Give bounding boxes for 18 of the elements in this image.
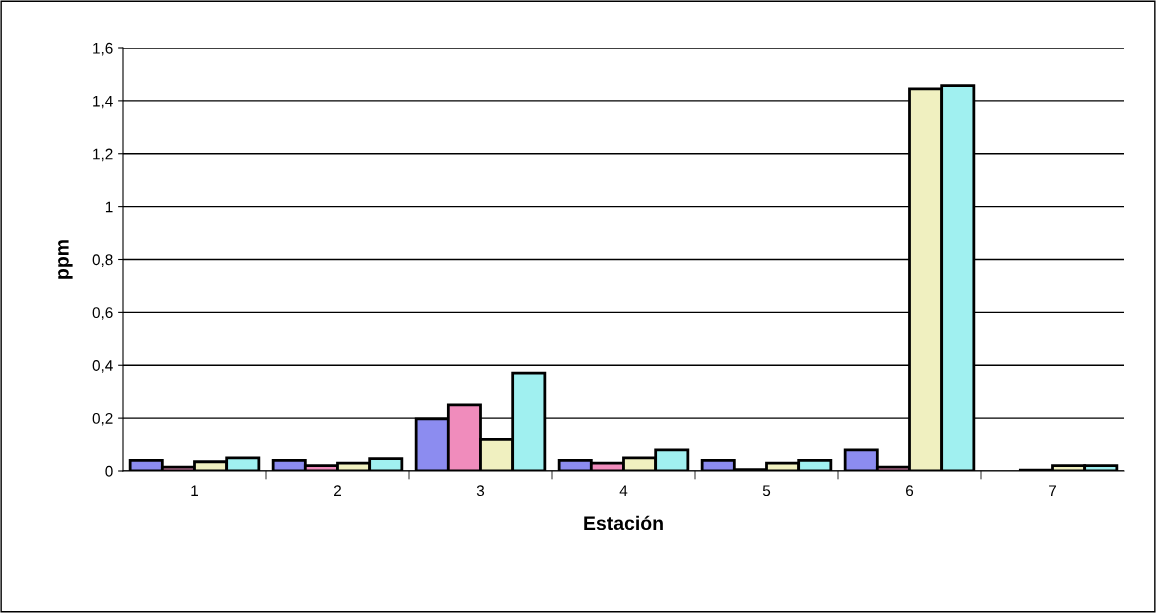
y-tick-label: 0,2 <box>92 412 113 426</box>
x-tick-label: 7 <box>1049 485 1056 496</box>
y-tick-label: 0 <box>105 465 113 477</box>
y-tick-label: 1,6 <box>93 42 113 56</box>
y-axis-title: ppm <box>58 240 73 279</box>
y-tick-label: 0,4 <box>92 360 113 373</box>
y-tick-label: 1,4 <box>93 95 113 109</box>
y-tick-label: 0,6 <box>92 307 113 320</box>
y-tick-label: 0,8 <box>92 254 113 267</box>
y-tick-label: 1,2 <box>93 148 113 162</box>
x-tick-label: 6 <box>906 485 914 497</box>
x-tick-label: 5 <box>762 485 771 497</box>
x-tick-label: 4 <box>619 485 628 496</box>
x-axis-title: Estación <box>584 515 663 531</box>
y-tick-label: 1 <box>105 201 113 213</box>
x-tick-label: 3 <box>476 485 485 497</box>
x-tick-label: 1 <box>191 485 198 496</box>
x-tick-label: 2 <box>334 485 341 496</box>
